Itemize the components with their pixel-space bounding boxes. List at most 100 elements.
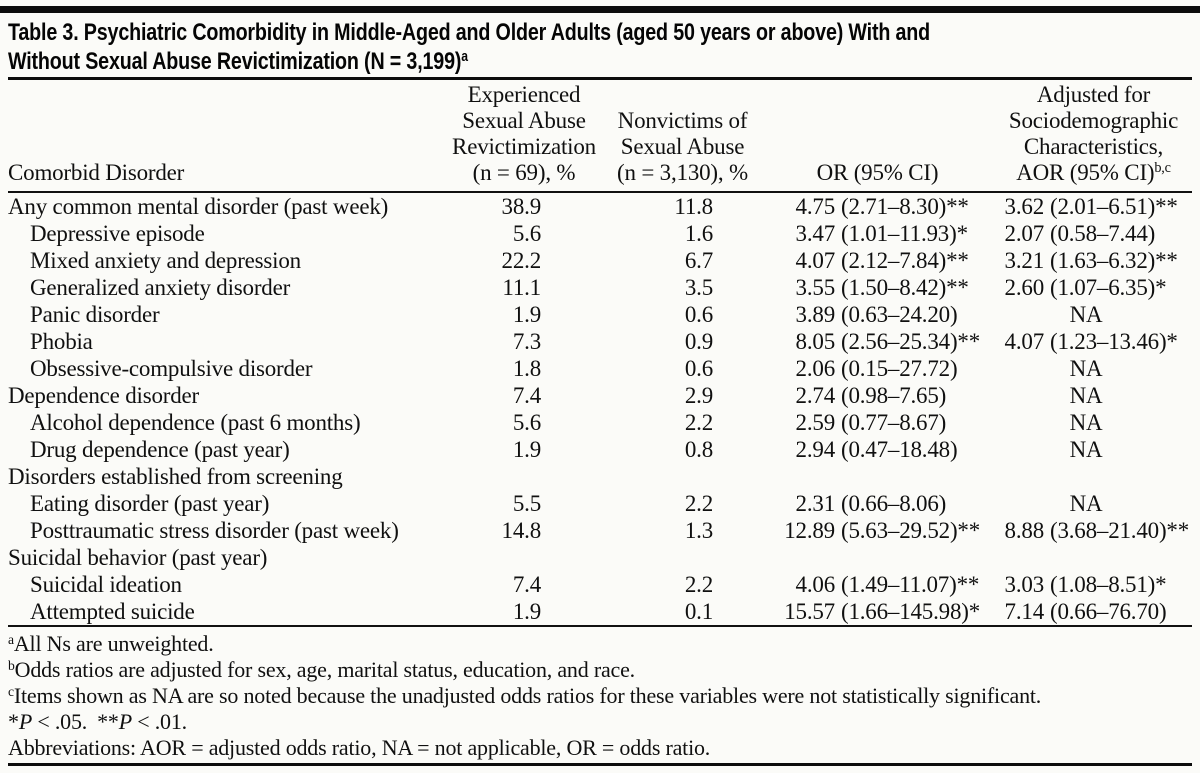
cell-or: 2.74 (0.98–7.65) (765, 382, 950, 409)
aor-header-text: AOR (95% CI) (1016, 160, 1155, 185)
cell-revictimized-pct: 1.9 (512, 437, 541, 462)
cell-revictimized-pct: 5.5 (512, 491, 541, 516)
or-ci: (0.47–18.48) (841, 437, 958, 462)
aor-value: 2.60 (1004, 275, 1045, 300)
or-ci: (2.56–25.34)** (841, 329, 981, 354)
cell-revictimized-pct: 22.2 (501, 248, 542, 273)
footnote-b-marker: b (8, 657, 15, 673)
cell-disorder: Alcohol dependence (past 6 months) (30, 410, 361, 435)
table-row: Suicidal ideation 7.4 2.2 4.06 (1.49–11.0… (8, 571, 1192, 598)
cell-or: 15.57 (1.66–145.98)* (765, 598, 980, 626)
table-header: Comorbid Disorder Experienced Sexual Abu… (8, 80, 1192, 193)
cell-revictimized-pct: 38.9 (501, 194, 542, 219)
table-row: Phobia 7.3 0.9 8.05 (2.56–25.34)** 4.07 (1… (8, 328, 1192, 355)
cell-revictimized-pct: 7.3 (512, 329, 541, 354)
table-row: Posttraumatic stress disorder (past week… (8, 517, 1192, 544)
aor-ci: (1.07–6.35)* (1050, 275, 1167, 300)
table-row: Generalized anxiety disorder 11.1 3.5 3.… (8, 274, 1192, 301)
footnote-b-text: Odds ratios are adjusted for sex, age, m… (14, 657, 636, 682)
or-value: 2.59 (795, 410, 836, 435)
aor-value: 2.07 (1004, 221, 1045, 246)
or-value: 15.57 (784, 599, 835, 624)
cell-aor: NA (950, 382, 1192, 409)
cell-revictimized-pct: 5.6 (512, 221, 541, 246)
aor-value: 8.88 (1004, 518, 1045, 543)
cell-disorder: Dependence disorder (8, 383, 199, 408)
cell-nonvictims-pct: 11.8 (674, 194, 713, 219)
table-row: Drug dependence (past year) 1.9 0.8 2.94… (8, 436, 1192, 463)
significance-p-1: P (18, 709, 33, 734)
cell-revictimized-pct: 1.9 (512, 599, 541, 624)
or-ci: (0.98–7.65) (841, 383, 947, 408)
footnote-significance: *P < .05. **P < .01. (8, 709, 1192, 735)
table-title-line-1: Table 3. Psychiatric Comorbidity in Midd… (8, 19, 931, 46)
cell-disorder: Depressive episode (30, 221, 205, 246)
aor-ci: (0.66–76.70) (1050, 599, 1167, 624)
or-ci: (1.49–11.07)** (841, 572, 980, 597)
cell-aor: NA (950, 409, 1192, 436)
table-body: Any common mental disorder (past week) 3… (8, 192, 1192, 626)
cell-nonvictims-pct: 3.5 (684, 275, 713, 300)
cell-disorder: Generalized anxiety disorder (30, 275, 291, 300)
or-ci: (2.12–7.84)** (841, 248, 969, 273)
cell-nonvictims-pct: 6.7 (684, 248, 713, 273)
table-title-line-2: Without Sexual Abuse Revictimization (N … (8, 47, 979, 76)
cell-revictimized-pct: 1.8 (512, 356, 541, 381)
cell-disorder: Obsessive-compulsive disorder (30, 356, 313, 381)
cell-aor: 3.03 (1.08–8.51)* (950, 571, 1192, 598)
aor-ci: NA (1069, 383, 1103, 408)
cell-disorder: Phobia (30, 329, 93, 354)
cell-disorder: Posttraumatic stress disorder (past week… (30, 518, 399, 543)
cell-nonvictims-pct: 2.2 (684, 572, 713, 597)
cell-disorder: Drug dependence (past year) (30, 437, 290, 462)
cell-or: 8.05 (2.56–25.34)** (765, 328, 981, 355)
significance-text-2: < .01. (131, 709, 187, 734)
footnote-a-marker: a (8, 631, 14, 647)
cell-nonvictims-pct (600, 544, 765, 571)
cell-aor: NA (950, 355, 1192, 382)
aor-value: 3.62 (1004, 194, 1045, 219)
cell-revictimized-pct (448, 463, 600, 490)
cell-nonvictims-pct: 0.6 (684, 356, 713, 381)
or-ci: (0.63–24.20) (841, 302, 958, 327)
column-header-aor: Adjusted for Sociodemographic Characteri… (950, 80, 1192, 193)
significance-star-1: * (8, 709, 19, 734)
footnote-abbreviations: Abbreviations: AOR = adjusted odds ratio… (8, 735, 711, 760)
cell-nonvictims-pct (600, 463, 765, 490)
aor-value: 3.21 (1004, 248, 1045, 273)
aor-ci: NA (1069, 437, 1103, 462)
aor-ci: (1.08–8.51)* (1050, 572, 1167, 597)
footnote-c-text: Items shown as NA are so noted because t… (13, 683, 1042, 708)
or-ci: (2.71–8.30)** (841, 194, 969, 219)
aor-ci: (2.01–6.51)** (1050, 194, 1178, 219)
cell-or: 3.55 (1.50–8.42)** (765, 274, 969, 301)
column-header-nonvictims: Nonvictims of Sexual Abuse (n = 3,130), … (600, 80, 765, 193)
or-ci: (1.50–8.42)** (841, 275, 969, 300)
or-value: 3.55 (795, 275, 836, 300)
or-value: 2.74 (795, 383, 836, 408)
cell-disorder: Eating disorder (past year) (30, 491, 270, 516)
cell-revictimized-pct: 7.4 (512, 383, 541, 408)
cell-disorder: Disorders established from screening (8, 464, 343, 489)
significance-text-1: < .05. (32, 709, 88, 734)
aor-ci: NA (1069, 491, 1103, 516)
aor-ci: NA (1069, 356, 1103, 381)
cell-aor (950, 463, 1192, 490)
cell-aor: NA (950, 436, 1192, 463)
cell-nonvictims-pct: 2.9 (684, 383, 713, 408)
cell-or: 2.31 (0.66–8.06) (765, 490, 950, 517)
aor-ci: NA (1069, 302, 1103, 327)
footnote-a: aAll Ns are unweighted. (8, 631, 1192, 657)
comorbidity-table: Comorbid Disorder Experienced Sexual Abu… (8, 80, 1192, 627)
cell-revictimized-pct: 5.6 (512, 410, 541, 435)
cell-aor: 2.60 (1.07–6.35)* (950, 274, 1192, 301)
cell-aor: 2.07 (0.58–7.44) (950, 220, 1192, 247)
cell-or: 4.06 (1.49–11.07)** (765, 571, 980, 598)
cell-or: 2.59 (0.77–8.67) (765, 409, 950, 436)
title-separator-rule (8, 77, 1192, 80)
cell-disorder: Attempted suicide (30, 599, 195, 624)
table-row: Panic disorder 1.9 0.6 3.89 (0.63–24.20) … (8, 301, 1192, 328)
cell-or: 2.06 (0.15–27.72) (765, 355, 958, 382)
or-ci: (0.15–27.72) (841, 356, 958, 381)
